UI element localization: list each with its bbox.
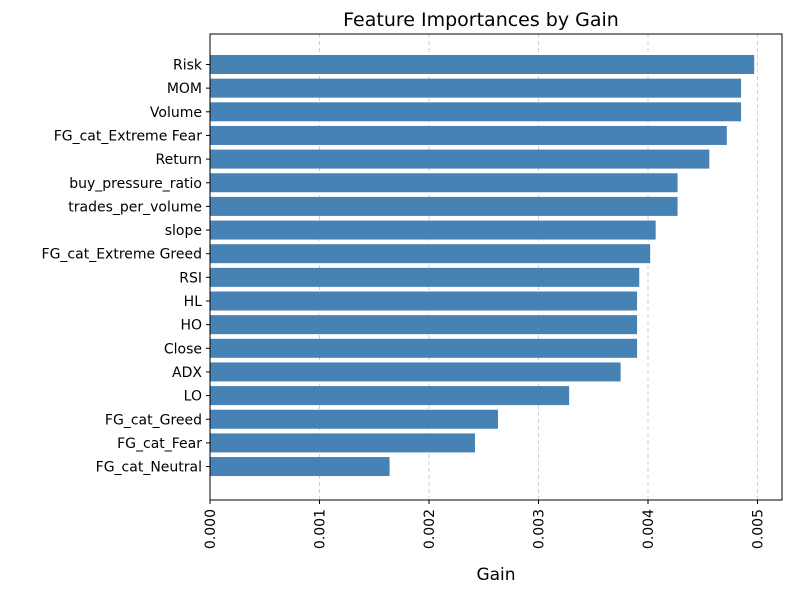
y-tick-label-4: Return — [156, 152, 202, 168]
bar-17 — [210, 457, 390, 477]
bars-group — [210, 55, 755, 477]
y-tick-label-17: FG_cat_Neutral — [96, 460, 202, 476]
y-tick-label-2: Volume — [150, 105, 202, 121]
bar-12 — [210, 338, 638, 358]
y-tick-label-16: FG_cat_Fear — [117, 436, 202, 452]
x-tick-label-1: 0.001 — [313, 509, 329, 549]
y-tick-label-12: Close — [164, 341, 202, 357]
y-tick-labels: Risk MOM Volume FG_cat_Extreme Fear Return bu… — [42, 58, 210, 476]
bar-15 — [210, 409, 498, 429]
bar-1 — [210, 78, 742, 98]
bar-14 — [210, 386, 570, 406]
y-tick-label-13: ADX — [172, 365, 202, 381]
bar-11 — [210, 315, 638, 335]
bar-8 — [210, 244, 651, 264]
bar-4 — [210, 149, 710, 169]
y-tick-label-3: FG_cat_Extreme Fear — [54, 128, 203, 144]
bar-13 — [210, 362, 621, 382]
x-tick-label-0: 0.000 — [203, 509, 219, 549]
x-tick-label-4: 0.004 — [641, 509, 657, 549]
x-tick-label-2: 0.002 — [422, 509, 438, 549]
bar-7 — [210, 220, 656, 240]
y-tick-label-15: FG_cat_Greed — [105, 412, 202, 428]
bar-6 — [210, 196, 678, 216]
y-tick-label-8: FG_cat_Extreme Greed — [42, 247, 202, 263]
x-tick-label-5: 0.005 — [751, 509, 767, 549]
y-tick-label-10: HL — [184, 294, 203, 310]
chart-title: Feature Importances by Gain — [343, 9, 619, 31]
x-ticks: 0.000 0.001 0.002 0.003 0.004 0.005 — [203, 500, 767, 549]
bar-3 — [210, 125, 727, 145]
y-tick-label-1: MOM — [167, 81, 202, 97]
bar-0 — [210, 55, 755, 74]
y-tick-label-11: HO — [180, 318, 202, 334]
bar-10 — [210, 291, 638, 311]
y-tick-label-9: RSI — [179, 270, 202, 286]
x-axis-label: Gain — [476, 565, 515, 585]
bar-16 — [210, 433, 475, 453]
y-tick-label-7: slope — [165, 223, 202, 239]
y-tick-label-14: LO — [184, 389, 202, 405]
bar-2 — [210, 102, 742, 122]
bar-5 — [210, 173, 678, 193]
y-tick-label-5: buy_pressure_ratio — [69, 176, 202, 192]
y-tick-label-0: Risk — [173, 58, 203, 74]
bar-9 — [210, 267, 640, 287]
plot-frame — [209, 33, 783, 501]
x-tick-label-3: 0.003 — [532, 509, 548, 549]
y-tick-label-6: trades_per_volume — [68, 199, 202, 215]
